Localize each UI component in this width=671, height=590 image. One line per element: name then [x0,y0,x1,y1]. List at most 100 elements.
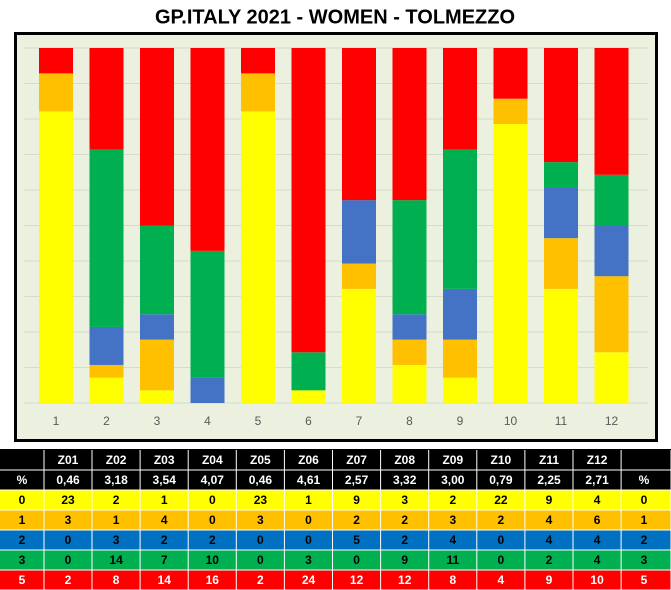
table-cell: 2 [161,533,168,547]
bar-segment [39,73,73,112]
bar-segment [443,377,477,403]
bar-segment [291,48,326,353]
bar-segment [89,48,124,150]
table-cell: 2 [113,493,120,507]
table-cell: 0 [209,513,216,527]
bar-segment [39,111,73,404]
table-cell: 2 [401,513,408,527]
table-cell: Z03 [154,453,175,467]
bar-segment [443,48,477,150]
x-tick-label: 3 [154,414,161,428]
table-cell: Z01 [58,453,79,467]
table-cell: 9 [546,493,553,507]
table-cell: 9 [353,493,360,507]
bar-segment [89,364,124,378]
table-cell: 9 [546,573,553,587]
table-cell: % [17,473,28,487]
table-cell: Z05 [250,453,271,467]
table-cell: 0 [498,553,505,567]
table-cell: 4 [498,573,505,587]
bar-segment [140,48,174,226]
table-row [0,510,671,530]
table-cell: 2,25 [537,473,561,487]
table-cell: 23 [254,493,268,507]
bar-segment [493,124,528,404]
bar-segment [342,200,376,264]
bar-segment [291,390,326,403]
table-cell: 6 [594,513,601,527]
table-cell: 11 [446,553,459,567]
table-cell: 3 [257,513,264,527]
bar-segment [594,276,629,353]
table-cell: 4,61 [297,473,321,487]
x-tick-label: 2 [103,414,110,428]
table-cell: 3,18 [104,473,128,487]
x-tick-label: 1 [53,414,60,428]
x-tick-label: 5 [255,414,262,428]
table-cell: 2 [353,513,360,527]
bar-segment [493,98,528,125]
x-tick-label: 7 [356,414,363,428]
bar-segment [39,48,73,74]
bar-segment [493,48,528,99]
table-cell: Z04 [202,453,223,467]
table-cell: Z06 [298,453,319,467]
table-cell: 12 [350,573,364,587]
x-tick-label: 12 [605,414,619,428]
table-cell: Z11 [539,453,559,467]
table-cell: 4 [161,513,168,527]
bar-segment [190,377,225,403]
bar-segment [392,200,427,315]
table-cell: 3 [65,513,72,527]
bar-segment [392,48,427,201]
table-cell: 3,54 [153,473,177,487]
bar-segment [89,149,124,327]
x-tick-label: 8 [406,414,413,428]
table-cell: 0 [257,533,264,547]
bar-segment [140,339,174,391]
chart-title: GP.ITALY 2021 - WOMEN - TOLMEZZO [155,6,515,28]
table-cell: 0 [209,493,216,507]
bar-segment [140,390,174,403]
table-cell: 3 [19,553,26,567]
table-cell: 4,07 [201,473,225,487]
bar-segment [392,364,427,403]
table-cell: 0 [19,493,26,507]
bar-segment [140,314,174,340]
table-cell: 0,46 [56,473,80,487]
table-cell: 2 [641,533,648,547]
table-cell: 2 [65,573,72,587]
table-cell: 23 [61,493,75,507]
table-cell: 2 [209,533,216,547]
table-cell: 5 [19,573,26,587]
table-cell: 0 [641,493,648,507]
table-cell: 1 [113,513,120,527]
table-cell: 22 [494,493,508,507]
bar-segment [392,314,427,340]
bar-segment [89,326,124,365]
table-cell: 3 [449,513,456,527]
table-cell: 3 [113,533,120,547]
bar-segment [140,225,174,315]
table-row [0,570,671,590]
bar-segment [392,339,427,365]
x-tick-label: 9 [457,414,464,428]
table-cell: 9 [401,553,408,567]
table-cell: 2 [19,533,26,547]
table-cell: 5 [353,533,360,547]
table-cell: 2 [546,553,553,567]
table-cell: 2 [498,513,505,527]
table-cell: 1 [19,513,26,527]
table-cell: 3 [305,553,312,567]
table-cell: 1 [305,493,312,507]
bar-segment [594,352,629,403]
bar-segment [594,225,629,277]
bar-segment [594,174,629,226]
table-cell: 0,46 [249,473,273,487]
bar-segment [190,48,225,251]
table-cell: 3 [641,553,648,567]
table-cell: 14 [158,573,172,587]
x-tick-label: 4 [204,414,211,428]
table-row [0,550,671,570]
